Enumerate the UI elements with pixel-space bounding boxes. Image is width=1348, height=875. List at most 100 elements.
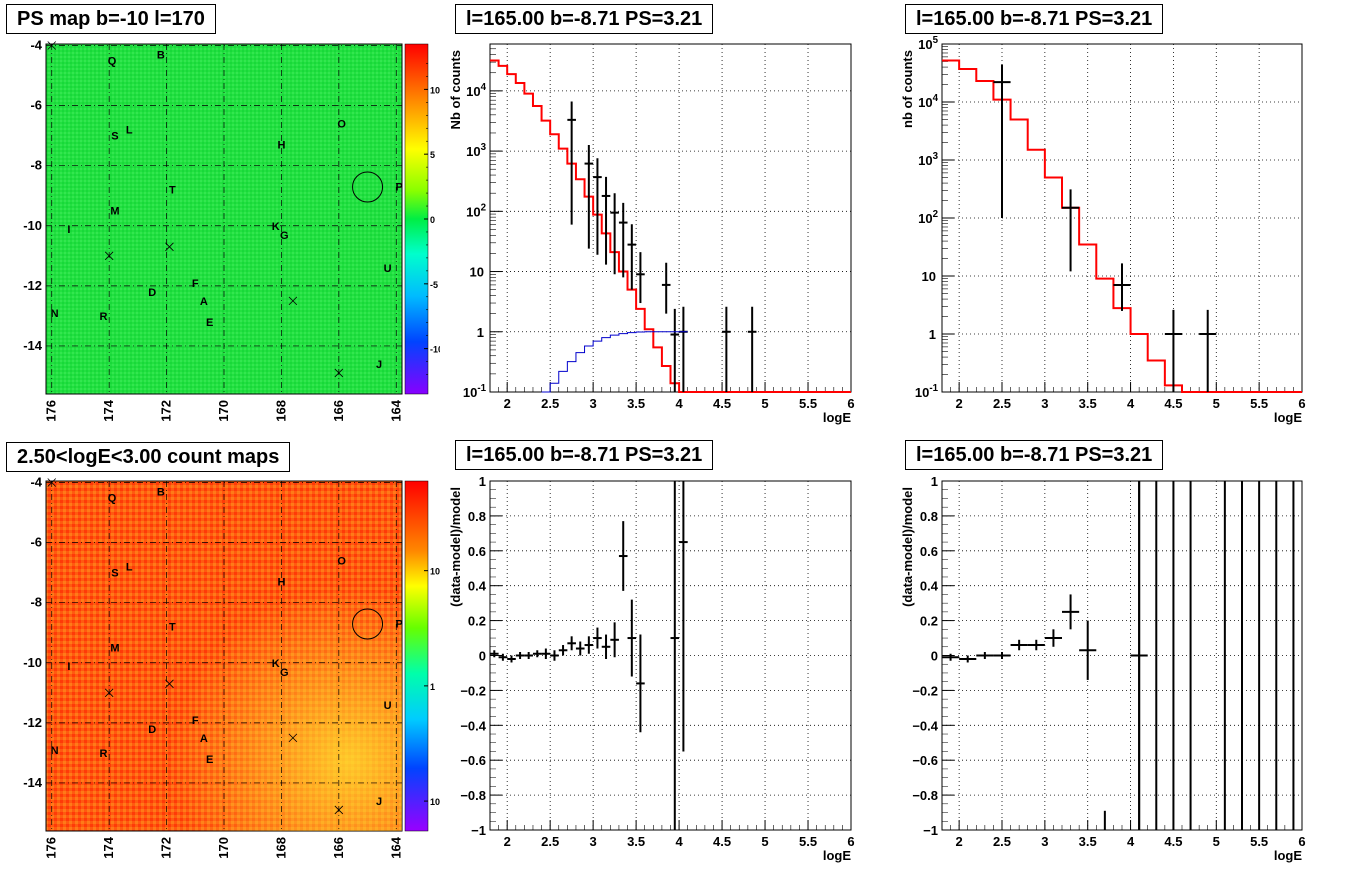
source-label-E: E [206, 317, 213, 329]
source-label-A: A [200, 296, 208, 308]
data-point [670, 308, 680, 392]
cross-marker [104, 251, 114, 261]
residual-point [610, 622, 619, 658]
source-label-G: G [280, 230, 289, 242]
spectrum-right-title: l=165.00 b=-8.71 PS=3.21 [905, 4, 1164, 34]
source-label-T: T [169, 622, 176, 634]
count-map-axes: 176 174 172 170 168 166 164 -4 -6 -8 -10 -12 -14 10 1 1… [23, 475, 440, 859]
residual-point [550, 650, 559, 661]
x-tick-label: 5.5 [1250, 396, 1268, 411]
map-y-tick-label: -12 [23, 715, 42, 730]
map-x-tick-label: 164 [388, 836, 403, 858]
y-tick-label: 1 [929, 327, 936, 342]
data-point [618, 202, 628, 278]
ps-map-axes: 176 174 172 170 168 166 164 -4 -6 -8 -10 -12 -14 10 5 0… [23, 38, 440, 422]
x-tick-label: 4 [1127, 396, 1135, 411]
y-tick-label: 0.6 [468, 544, 486, 559]
residual-point [1010, 639, 1028, 651]
source-label-K: K [272, 221, 280, 233]
y-tick-label: −0.8 [912, 788, 938, 803]
y-tick-label: 0.8 [468, 509, 486, 524]
source-circle-marker [352, 171, 384, 203]
x-tick-label: 3 [590, 834, 597, 849]
spectrum-left-chart: 2 2.5 3 3.5 4 4.5 5 5.5 6 10-1 1 10 102 103 104 logE Nb … [450, 43, 855, 425]
spectrum-left-title: l=165.00 b=-8.71 PS=3.21 [455, 4, 714, 34]
y-tick-label: 10-1 [915, 383, 939, 400]
y-tick-label: 0.2 [920, 614, 938, 629]
source-label-J: J [376, 796, 382, 808]
source-label-H: H [277, 140, 285, 152]
map-y-tick-label: -10 [23, 218, 42, 233]
source-label-T: T [169, 185, 176, 197]
residual-right-title: l=165.00 b=-8.71 PS=3.21 [905, 440, 1164, 470]
residual-point [976, 652, 994, 659]
data-point [627, 224, 637, 290]
residual-point [584, 636, 594, 654]
residual-point [498, 653, 508, 661]
x-tick-label: 4.5 [1164, 396, 1182, 411]
map-x-tick-label: 174 [101, 836, 116, 858]
residual-point [575, 641, 585, 656]
cross-marker [334, 368, 344, 378]
x-tick-label: 3.5 [1079, 396, 1097, 411]
series-model-line [490, 59, 851, 393]
x-tick-label: 5.5 [799, 834, 817, 849]
y-tick-label: 0.8 [920, 509, 938, 524]
y-tick-label: −0.6 [460, 753, 486, 768]
y-tick-label: 0.4 [468, 579, 487, 594]
y-tick-label: 103 [466, 142, 486, 159]
map-x-tick-label: 164 [388, 399, 403, 421]
y-tick-label: −0.6 [912, 753, 938, 768]
x-tick-label: 3.5 [627, 396, 645, 411]
cross-marker [47, 478, 57, 487]
map-y-tick-label: -6 [30, 98, 42, 113]
data-point [567, 101, 576, 225]
colorbar-tick-label: 5 [430, 150, 435, 160]
data-point [601, 176, 611, 265]
x-tick-label: 2.5 [993, 396, 1011, 411]
source-label-L: L [126, 125, 133, 137]
residual-point [490, 650, 499, 658]
residual-point [593, 627, 602, 649]
data-point [722, 306, 731, 392]
series-model-line [942, 59, 1302, 393]
x-tick-label: 3.5 [1079, 834, 1097, 849]
cross-marker [104, 688, 114, 698]
residual-point [1079, 620, 1097, 680]
source-label-A: A [200, 733, 208, 745]
residual-point [532, 650, 542, 658]
y-tick-label: 10 [922, 269, 936, 284]
map-y-tick-label: -12 [23, 278, 42, 293]
series-exposure-line [541, 331, 688, 393]
source-label-O: O [337, 119, 346, 131]
map-y-tick-label: -8 [30, 595, 42, 610]
x-tick-label: 5 [761, 396, 768, 411]
colorbar-tick-label: -10 [430, 345, 440, 355]
data-point [1062, 189, 1080, 272]
x-tick-label: 2.5 [541, 834, 559, 849]
map-x-tick-label: 174 [101, 399, 116, 421]
y-tick-label: −0.4 [912, 718, 938, 733]
y-tick-label: 10 [470, 265, 484, 280]
residual-point [524, 652, 533, 659]
residual-point [1062, 594, 1080, 630]
source-label-D: D [148, 287, 156, 299]
data-point [1199, 309, 1217, 392]
residual-point [541, 648, 551, 659]
source-label-Q: Q [108, 56, 117, 68]
y-tick-label: 0 [931, 649, 938, 664]
source-label-D: D [148, 724, 156, 736]
count-map-grid [46, 481, 402, 831]
colorbar-tick-label: 0 [430, 215, 435, 225]
y-tick-label: −1 [471, 823, 486, 838]
y-tick-label: 0.6 [920, 544, 938, 559]
y-tick-label: −0.4 [460, 718, 486, 733]
x-tick-label: 2 [504, 396, 511, 411]
ps-map-source-labels: Q B O SL H P T M KG I U F D A R E N J [47, 41, 403, 378]
source-label-O: O [337, 556, 346, 568]
x-tick-label: 2.5 [541, 396, 559, 411]
y-tick-label: 105 [918, 35, 938, 52]
map-x-tick-label: 166 [331, 837, 346, 859]
x-tick-label: 5 [1213, 834, 1220, 849]
